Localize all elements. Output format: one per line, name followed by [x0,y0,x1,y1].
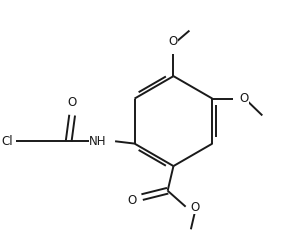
Text: O: O [67,96,76,109]
Text: NH: NH [89,135,106,148]
Text: O: O [191,201,200,214]
Text: O: O [169,35,178,48]
Text: Cl: Cl [1,135,13,148]
Text: O: O [240,92,249,105]
Text: O: O [128,193,137,207]
